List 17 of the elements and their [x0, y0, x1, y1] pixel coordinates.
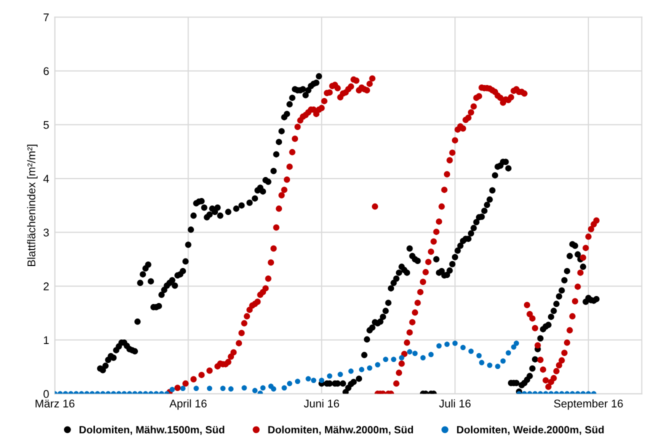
y-tick-label: 2	[44, 282, 49, 290]
y-tick-label: 5	[44, 121, 49, 129]
y-tick-label: 3	[44, 228, 49, 236]
y-tick-label: 6	[44, 67, 49, 76]
y-tick-label: 0	[44, 390, 49, 398]
x-tick-label: Juli 16	[439, 399, 471, 408]
y-axis-title: Blattflächenindex [m²/m²]	[27, 144, 38, 266]
x-tick-label: April 16	[169, 399, 207, 410]
y-tick-label: 4	[43, 174, 49, 183]
y-tick-label: 1	[44, 336, 49, 344]
legend-label: Dolomiten, Mähw.2000m, Süd	[268, 426, 413, 435]
x-tick-label: September 16	[554, 399, 623, 410]
y-tick-label: 7	[44, 14, 49, 22]
legend-label: Dolomiten, Weide.2000m, Süd	[457, 426, 604, 435]
x-tick-label: Juni 16	[304, 399, 340, 408]
x-tick-label: März 16	[36, 400, 74, 408]
legend-label: Dolomiten, Mähw.1500m, Süd	[80, 426, 224, 435]
